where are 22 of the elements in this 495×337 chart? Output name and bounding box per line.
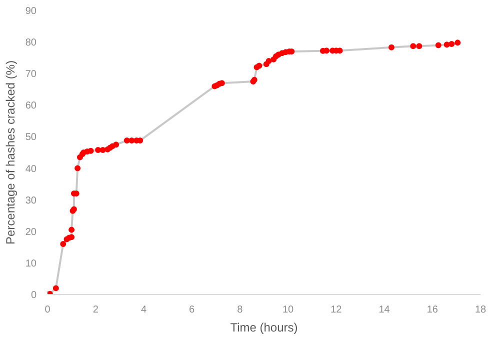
y-tick-label: 60 — [25, 100, 37, 112]
y-tick-label: 10 — [25, 258, 37, 270]
x-tick-label: 14 — [378, 304, 390, 316]
x-tick-label: 0 — [44, 304, 51, 316]
x-tick-label: 6 — [189, 304, 196, 316]
y-tick-label: 30 — [25, 195, 37, 206]
y-tick-label: 70 — [25, 69, 37, 80]
y-tick-label: 80 — [25, 38, 37, 49]
x-tick-label: 10 — [282, 304, 294, 316]
x-axis-title: Time (hours) — [230, 320, 298, 334]
x-tick-label: 16 — [426, 304, 438, 316]
y-tick-label: 50 — [25, 132, 37, 144]
x-tick-label: 12 — [330, 304, 342, 316]
y-tick-label: 40 — [25, 164, 37, 175]
y-tick-label: 20 — [25, 226, 37, 238]
x-tick-label: 18 — [474, 304, 486, 316]
y-axis-title: Percentage of hashes cracked (%) — [3, 60, 18, 245]
y-tick-label: 90 — [25, 6, 37, 17]
x-tick-label: 2 — [92, 304, 99, 316]
y-tick-label: 0 — [30, 290, 37, 301]
x-tick-label: 8 — [237, 304, 244, 316]
x-tick-label: 4 — [140, 304, 147, 316]
